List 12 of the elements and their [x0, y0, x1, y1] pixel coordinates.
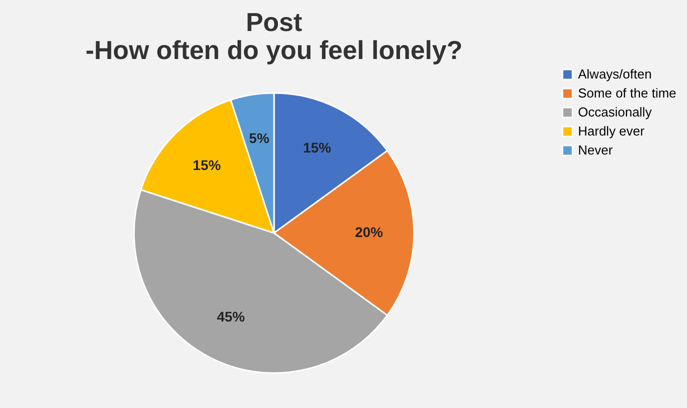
legend-label: Occasionally — [578, 104, 652, 120]
text: -How often do you feel lonely? — [86, 35, 462, 65]
legend-label: Always/often — [578, 66, 652, 82]
data-label: 20% — [354, 224, 384, 240]
data-label: 45% — [216, 308, 246, 325]
legend-label: Some of the time — [578, 86, 676, 100]
data-label: 5% — [249, 130, 270, 146]
data-label: 15% — [192, 156, 222, 173]
data-label: 15% — [303, 139, 332, 156]
legend-label: Never — [578, 142, 614, 158]
legend-label: Hardly ever — [578, 124, 646, 138]
text: Post — [246, 7, 302, 37]
